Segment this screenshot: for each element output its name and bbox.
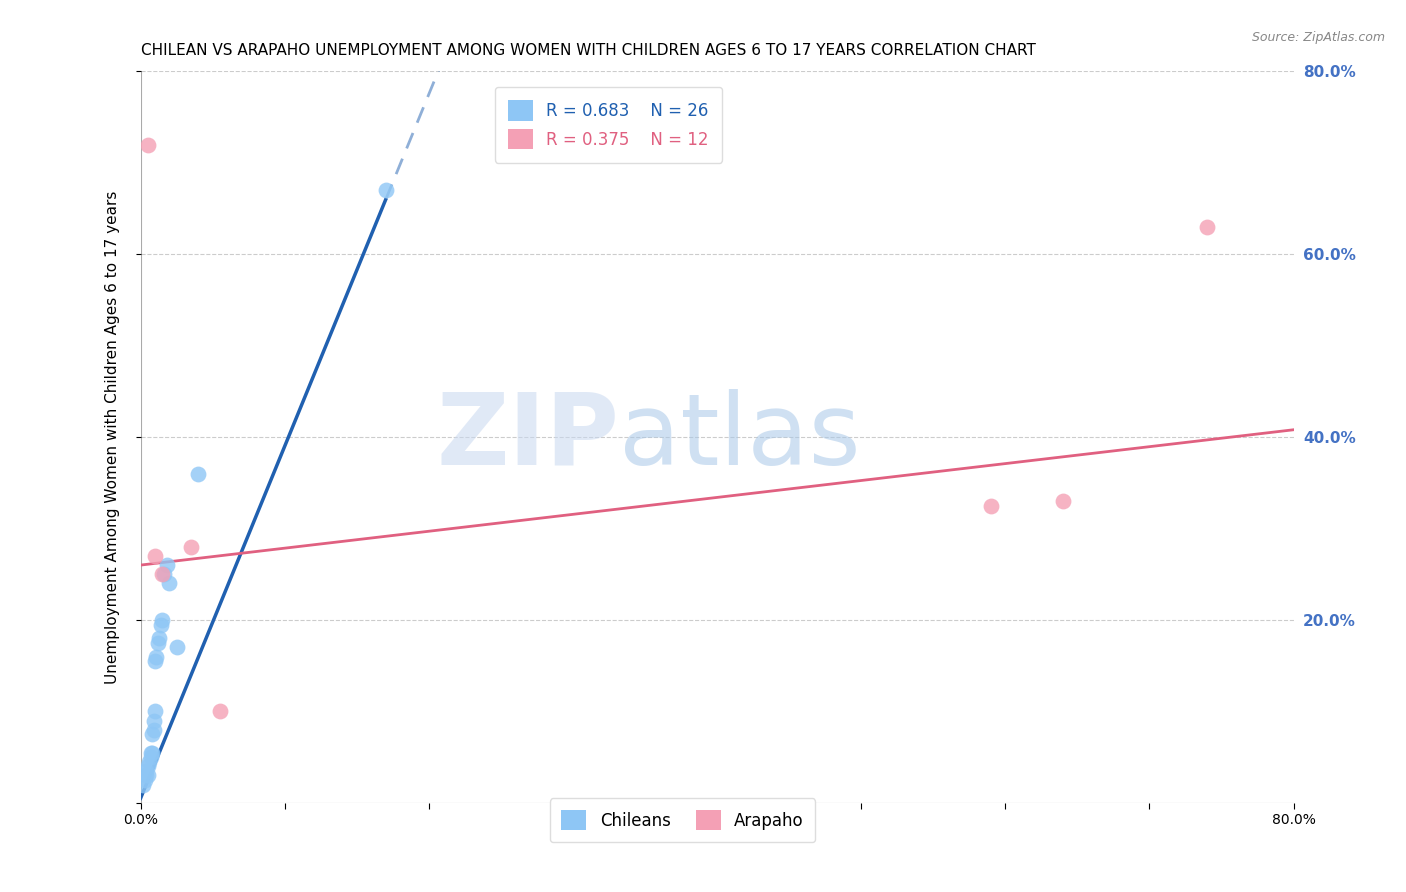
Point xyxy=(1052,494,1074,508)
Point xyxy=(141,746,163,760)
Point xyxy=(138,755,160,769)
Point xyxy=(135,764,157,778)
Text: CHILEAN VS ARAPAHO UNEMPLOYMENT AMONG WOMEN WITH CHILDREN AGES 6 TO 17 YEARS COR: CHILEAN VS ARAPAHO UNEMPLOYMENT AMONG WO… xyxy=(141,43,1035,58)
Text: ZIP: ZIP xyxy=(436,389,619,485)
Point xyxy=(143,705,166,719)
Point xyxy=(148,632,170,646)
Point xyxy=(150,613,173,627)
Point xyxy=(136,768,159,782)
Point xyxy=(208,705,231,719)
Point xyxy=(150,567,173,582)
Point xyxy=(139,746,162,760)
Point xyxy=(141,727,163,741)
Point xyxy=(980,499,1002,513)
Point xyxy=(143,654,166,668)
Point xyxy=(134,772,156,787)
Point xyxy=(143,549,166,563)
Point xyxy=(152,567,174,582)
Point xyxy=(139,750,162,764)
Point xyxy=(180,540,202,554)
Point xyxy=(155,558,177,573)
Point xyxy=(374,183,396,197)
Point xyxy=(1195,219,1218,234)
Point xyxy=(142,723,165,737)
Point xyxy=(142,714,165,728)
Point xyxy=(132,778,155,792)
Text: atlas: atlas xyxy=(619,389,860,485)
Point xyxy=(166,640,188,655)
Point xyxy=(135,768,157,782)
Point xyxy=(136,759,159,773)
Point xyxy=(146,636,169,650)
Point xyxy=(187,467,209,481)
Y-axis label: Unemployment Among Women with Children Ages 6 to 17 years: Unemployment Among Women with Children A… xyxy=(105,190,120,684)
Legend: Chileans, Arapaho: Chileans, Arapaho xyxy=(550,798,815,842)
Point xyxy=(159,576,180,591)
Text: Source: ZipAtlas.com: Source: ZipAtlas.com xyxy=(1251,31,1385,45)
Point xyxy=(145,649,167,664)
Point xyxy=(149,617,172,632)
Point xyxy=(136,137,159,152)
